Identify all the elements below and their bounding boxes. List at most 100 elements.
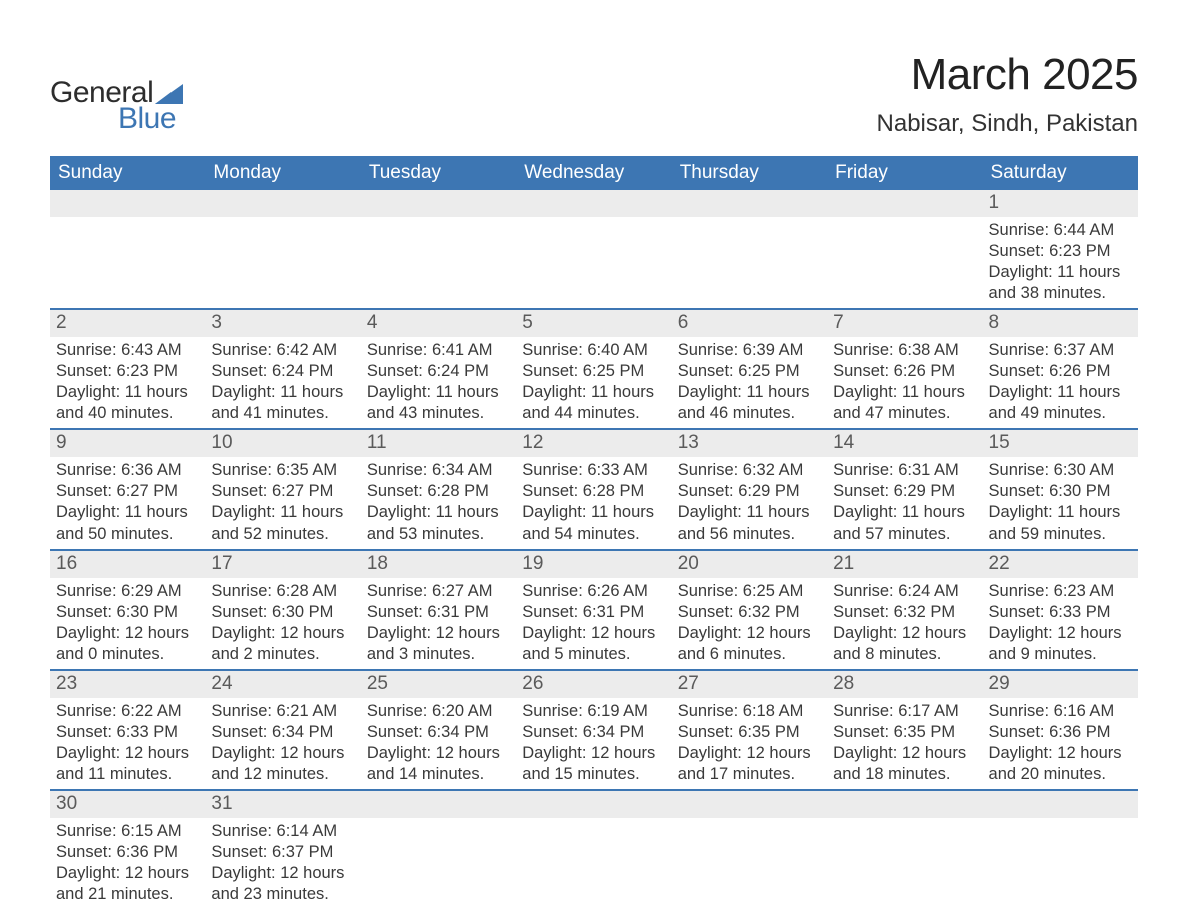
day-number (983, 791, 1138, 818)
sunset-text: Sunset: 6:28 PM (522, 481, 665, 502)
daylight-text-1: Daylight: 11 hours (989, 262, 1132, 283)
sunrise-text: Sunrise: 6:21 AM (211, 701, 354, 722)
day-number: 18 (361, 551, 516, 578)
daylight-text-2: and 14 minutes. (367, 764, 510, 785)
sunset-text: Sunset: 6:30 PM (989, 481, 1132, 502)
daylight-text-1: Daylight: 11 hours (522, 382, 665, 403)
sunrise-text: Sunrise: 6:43 AM (56, 340, 199, 361)
day-number: 11 (361, 430, 516, 457)
sunrise-text: Sunrise: 6:36 AM (56, 460, 199, 481)
weekday-header: Sunday (50, 156, 205, 190)
daylight-text-1: Daylight: 11 hours (833, 502, 976, 523)
daylight-text-1: Daylight: 11 hours (211, 502, 354, 523)
weekday-header: Wednesday (516, 156, 671, 190)
calendar-day-cell: 1Sunrise: 6:44 AMSunset: 6:23 PMDaylight… (983, 190, 1138, 309)
calendar-day-cell: 9Sunrise: 6:36 AMSunset: 6:27 PMDaylight… (50, 429, 205, 549)
day-details: Sunrise: 6:38 AMSunset: 6:26 PMDaylight:… (827, 337, 982, 428)
daylight-text-1: Daylight: 11 hours (56, 502, 199, 523)
daylight-text-2: and 20 minutes. (989, 764, 1132, 785)
daylight-text-1: Daylight: 12 hours (989, 623, 1132, 644)
calendar-day-cell: 15Sunrise: 6:30 AMSunset: 6:30 PMDayligh… (983, 429, 1138, 549)
sunrise-text: Sunrise: 6:34 AM (367, 460, 510, 481)
sunrise-text: Sunrise: 6:24 AM (833, 581, 976, 602)
calendar-day-cell: 31Sunrise: 6:14 AMSunset: 6:37 PMDayligh… (205, 790, 360, 909)
calendar-day-cell: 18Sunrise: 6:27 AMSunset: 6:31 PMDayligh… (361, 550, 516, 670)
day-details: Sunrise: 6:33 AMSunset: 6:28 PMDaylight:… (516, 457, 671, 548)
sunset-text: Sunset: 6:28 PM (367, 481, 510, 502)
daylight-text-1: Daylight: 12 hours (522, 743, 665, 764)
sunrise-text: Sunrise: 6:28 AM (211, 581, 354, 602)
day-number: 24 (205, 671, 360, 698)
sunrise-text: Sunrise: 6:23 AM (989, 581, 1132, 602)
day-number: 30 (50, 791, 205, 818)
sunset-text: Sunset: 6:26 PM (989, 361, 1132, 382)
sunset-text: Sunset: 6:35 PM (678, 722, 821, 743)
daylight-text-1: Daylight: 11 hours (211, 382, 354, 403)
calendar-day-cell: 25Sunrise: 6:20 AMSunset: 6:34 PMDayligh… (361, 670, 516, 790)
day-number: 12 (516, 430, 671, 457)
daylight-text-1: Daylight: 11 hours (367, 382, 510, 403)
calendar-day-cell: 22Sunrise: 6:23 AMSunset: 6:33 PMDayligh… (983, 550, 1138, 670)
calendar-day-cell: 4Sunrise: 6:41 AMSunset: 6:24 PMDaylight… (361, 309, 516, 429)
calendar-week-row: 16Sunrise: 6:29 AMSunset: 6:30 PMDayligh… (50, 550, 1138, 670)
daylight-text-2: and 54 minutes. (522, 524, 665, 545)
page-header: General Blue March 2025 Nabisar, Sindh, … (50, 50, 1138, 138)
day-number (672, 190, 827, 217)
calendar-day-cell (361, 790, 516, 909)
page-title: March 2025 (877, 50, 1138, 100)
day-number: 22 (983, 551, 1138, 578)
sunset-text: Sunset: 6:30 PM (211, 602, 354, 623)
day-details: Sunrise: 6:28 AMSunset: 6:30 PMDaylight:… (205, 578, 360, 669)
daylight-text-1: Daylight: 12 hours (56, 863, 199, 884)
daylight-text-2: and 59 minutes. (989, 524, 1132, 545)
calendar-day-cell: 3Sunrise: 6:42 AMSunset: 6:24 PMDaylight… (205, 309, 360, 429)
daylight-text-1: Daylight: 12 hours (989, 743, 1132, 764)
day-details: Sunrise: 6:20 AMSunset: 6:34 PMDaylight:… (361, 698, 516, 789)
day-number: 20 (672, 551, 827, 578)
sunrise-text: Sunrise: 6:44 AM (989, 220, 1132, 241)
sunset-text: Sunset: 6:23 PM (989, 241, 1132, 262)
sunset-text: Sunset: 6:34 PM (211, 722, 354, 743)
calendar-day-cell (50, 190, 205, 309)
sunset-text: Sunset: 6:24 PM (367, 361, 510, 382)
sunrise-text: Sunrise: 6:33 AM (522, 460, 665, 481)
day-details: Sunrise: 6:44 AMSunset: 6:23 PMDaylight:… (983, 217, 1138, 308)
sunrise-text: Sunrise: 6:41 AM (367, 340, 510, 361)
title-block: March 2025 Nabisar, Sindh, Pakistan (877, 50, 1138, 138)
daylight-text-1: Daylight: 12 hours (678, 743, 821, 764)
sunset-text: Sunset: 6:29 PM (678, 481, 821, 502)
sunset-text: Sunset: 6:27 PM (56, 481, 199, 502)
day-number: 10 (205, 430, 360, 457)
day-details: Sunrise: 6:37 AMSunset: 6:26 PMDaylight:… (983, 337, 1138, 428)
day-details: Sunrise: 6:31 AMSunset: 6:29 PMDaylight:… (827, 457, 982, 548)
brand-logo: General Blue (50, 78, 183, 134)
sunset-text: Sunset: 6:26 PM (833, 361, 976, 382)
day-number (361, 190, 516, 217)
sunrise-text: Sunrise: 6:16 AM (989, 701, 1132, 722)
sunset-text: Sunset: 6:31 PM (367, 602, 510, 623)
day-number: 3 (205, 310, 360, 337)
daylight-text-2: and 50 minutes. (56, 524, 199, 545)
sunset-text: Sunset: 6:32 PM (678, 602, 821, 623)
calendar-week-row: 2Sunrise: 6:43 AMSunset: 6:23 PMDaylight… (50, 309, 1138, 429)
calendar-day-cell: 8Sunrise: 6:37 AMSunset: 6:26 PMDaylight… (983, 309, 1138, 429)
day-number: 28 (827, 671, 982, 698)
calendar-week-row: 23Sunrise: 6:22 AMSunset: 6:33 PMDayligh… (50, 670, 1138, 790)
day-details: Sunrise: 6:14 AMSunset: 6:37 PMDaylight:… (205, 818, 360, 909)
weekday-header: Tuesday (361, 156, 516, 190)
daylight-text-2: and 21 minutes. (56, 884, 199, 905)
day-details: Sunrise: 6:39 AMSunset: 6:25 PMDaylight:… (672, 337, 827, 428)
sunrise-text: Sunrise: 6:39 AM (678, 340, 821, 361)
daylight-text-1: Daylight: 12 hours (522, 623, 665, 644)
daylight-text-1: Daylight: 11 hours (678, 382, 821, 403)
calendar-day-cell (827, 190, 982, 309)
calendar-day-cell: 17Sunrise: 6:28 AMSunset: 6:30 PMDayligh… (205, 550, 360, 670)
sunrise-text: Sunrise: 6:32 AM (678, 460, 821, 481)
calendar-body: 1Sunrise: 6:44 AMSunset: 6:23 PMDaylight… (50, 190, 1138, 909)
day-details: Sunrise: 6:42 AMSunset: 6:24 PMDaylight:… (205, 337, 360, 428)
calendar-day-cell: 27Sunrise: 6:18 AMSunset: 6:35 PMDayligh… (672, 670, 827, 790)
daylight-text-2: and 0 minutes. (56, 644, 199, 665)
calendar-day-cell: 29Sunrise: 6:16 AMSunset: 6:36 PMDayligh… (983, 670, 1138, 790)
day-number: 1 (983, 190, 1138, 217)
weekday-header: Monday (205, 156, 360, 190)
